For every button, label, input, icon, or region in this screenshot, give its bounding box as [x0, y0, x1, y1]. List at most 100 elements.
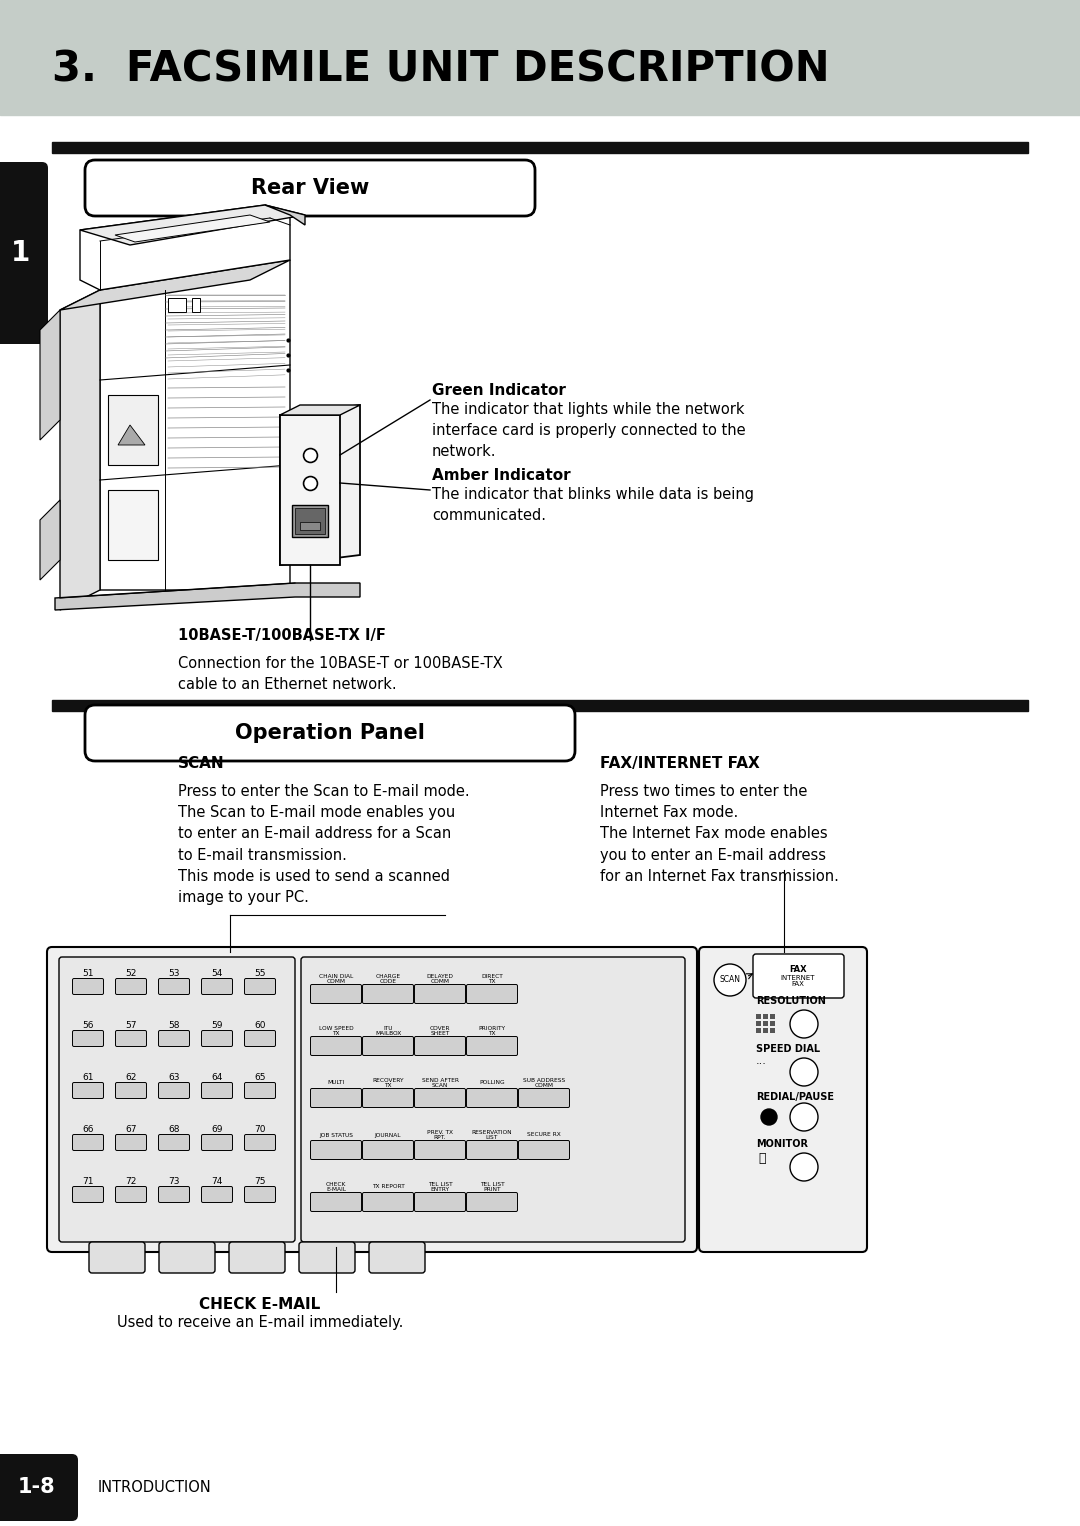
FancyBboxPatch shape	[116, 1030, 147, 1047]
FancyBboxPatch shape	[0, 1454, 78, 1521]
Circle shape	[789, 1103, 818, 1131]
Text: 1: 1	[12, 240, 30, 267]
Bar	[52, 142, 1028, 153]
Text: Connection for the 10BASE-T or 100BASE-TX
cable to an Ethernet network.: Connection for the 10BASE-T or 100BASE-T…	[178, 656, 503, 691]
FancyBboxPatch shape	[89, 1242, 145, 1273]
Polygon shape	[80, 204, 305, 246]
Text: 59: 59	[212, 1021, 222, 1030]
Bar	[108, 395, 158, 465]
Text: DIRECT
TX: DIRECT TX	[481, 974, 503, 984]
Bar	[0, 0, 1080, 114]
FancyBboxPatch shape	[311, 1140, 362, 1160]
Text: Rear View: Rear View	[251, 179, 369, 198]
Circle shape	[761, 1109, 777, 1125]
Text: 61: 61	[82, 1073, 94, 1082]
Text: CHARGE
CODE: CHARGE CODE	[376, 974, 401, 984]
Text: 51: 51	[82, 969, 94, 978]
Bar	[762, 1029, 768, 1033]
Text: 71: 71	[82, 1178, 94, 1187]
FancyBboxPatch shape	[369, 1242, 426, 1273]
Text: 3.  FACSIMILE UNIT DESCRIPTION: 3. FACSIMILE UNIT DESCRIPTION	[52, 49, 829, 92]
FancyBboxPatch shape	[244, 1134, 275, 1151]
Text: Press to enter the Scan to E-mail mode.
The Scan to E-mail mode enables you
to e: Press to enter the Scan to E-mail mode. …	[178, 784, 470, 905]
FancyBboxPatch shape	[363, 1036, 414, 1056]
Polygon shape	[265, 204, 305, 224]
FancyBboxPatch shape	[753, 954, 843, 998]
FancyBboxPatch shape	[159, 1242, 215, 1273]
Text: REDIAL/PAUSE: REDIAL/PAUSE	[756, 1093, 834, 1102]
Text: MULTI: MULTI	[327, 1080, 345, 1085]
Bar	[762, 1021, 768, 1025]
FancyBboxPatch shape	[116, 978, 147, 995]
FancyBboxPatch shape	[202, 1082, 232, 1099]
Text: 54: 54	[212, 969, 222, 978]
FancyBboxPatch shape	[59, 957, 295, 1242]
Bar	[168, 298, 186, 311]
FancyBboxPatch shape	[301, 957, 685, 1242]
Text: 10BASE-T/100BASE-TX I/F: 10BASE-T/100BASE-TX I/F	[178, 629, 386, 642]
FancyBboxPatch shape	[311, 1036, 362, 1056]
FancyBboxPatch shape	[363, 984, 414, 1004]
FancyBboxPatch shape	[159, 1187, 189, 1202]
Text: 1-8: 1-8	[17, 1477, 55, 1497]
Polygon shape	[60, 290, 100, 610]
FancyBboxPatch shape	[699, 948, 867, 1251]
Text: ITU
MAILBOX: ITU MAILBOX	[375, 1025, 401, 1036]
Polygon shape	[80, 204, 291, 290]
FancyBboxPatch shape	[467, 1192, 517, 1212]
FancyBboxPatch shape	[363, 1192, 414, 1212]
Bar	[52, 700, 1028, 711]
FancyBboxPatch shape	[311, 984, 362, 1004]
Text: 67: 67	[125, 1126, 137, 1134]
Bar	[770, 1013, 775, 1019]
Text: SCAN: SCAN	[178, 755, 225, 771]
Text: 62: 62	[125, 1073, 137, 1082]
Text: 75: 75	[254, 1178, 266, 1187]
Bar	[108, 490, 158, 560]
Text: 56: 56	[82, 1021, 94, 1030]
Text: RESOLUTION: RESOLUTION	[756, 996, 826, 1006]
Text: DELAYED
COMM: DELAYED COMM	[427, 974, 454, 984]
Text: SUB ADDRESS
COMM: SUB ADDRESS COMM	[523, 1077, 565, 1088]
FancyBboxPatch shape	[72, 1187, 104, 1202]
Bar	[300, 522, 320, 530]
Polygon shape	[40, 310, 60, 439]
Polygon shape	[100, 259, 291, 591]
Bar	[192, 298, 200, 311]
FancyBboxPatch shape	[467, 1088, 517, 1108]
FancyBboxPatch shape	[116, 1134, 147, 1151]
Text: SECURE RX: SECURE RX	[527, 1132, 561, 1137]
FancyBboxPatch shape	[467, 1140, 517, 1160]
Polygon shape	[55, 583, 360, 610]
Text: 52: 52	[125, 969, 137, 978]
FancyBboxPatch shape	[518, 1088, 569, 1108]
Text: INTERNET
FAX: INTERNET FAX	[781, 975, 815, 987]
Text: 64: 64	[212, 1073, 222, 1082]
FancyBboxPatch shape	[244, 1187, 275, 1202]
Bar	[292, 505, 328, 537]
Text: CHECK E-MAIL: CHECK E-MAIL	[200, 1297, 321, 1312]
Text: 65: 65	[254, 1073, 266, 1082]
FancyBboxPatch shape	[244, 1030, 275, 1047]
Text: ...: ...	[756, 1056, 767, 1067]
FancyBboxPatch shape	[311, 1088, 362, 1108]
FancyBboxPatch shape	[202, 1030, 232, 1047]
FancyBboxPatch shape	[116, 1082, 147, 1099]
FancyBboxPatch shape	[159, 1082, 189, 1099]
FancyBboxPatch shape	[72, 1134, 104, 1151]
Polygon shape	[280, 404, 360, 565]
FancyBboxPatch shape	[229, 1242, 285, 1273]
FancyBboxPatch shape	[467, 1036, 517, 1056]
Text: PREV. TX
RPT.: PREV. TX RPT.	[427, 1129, 453, 1140]
Text: 60: 60	[254, 1021, 266, 1030]
FancyBboxPatch shape	[202, 978, 232, 995]
FancyBboxPatch shape	[415, 1192, 465, 1212]
Text: Green Indicator: Green Indicator	[432, 383, 566, 398]
FancyBboxPatch shape	[116, 1187, 147, 1202]
Text: 74: 74	[212, 1178, 222, 1187]
FancyBboxPatch shape	[244, 1082, 275, 1099]
Text: 57: 57	[125, 1021, 137, 1030]
Polygon shape	[40, 501, 60, 580]
Circle shape	[789, 1154, 818, 1181]
FancyBboxPatch shape	[363, 1140, 414, 1160]
